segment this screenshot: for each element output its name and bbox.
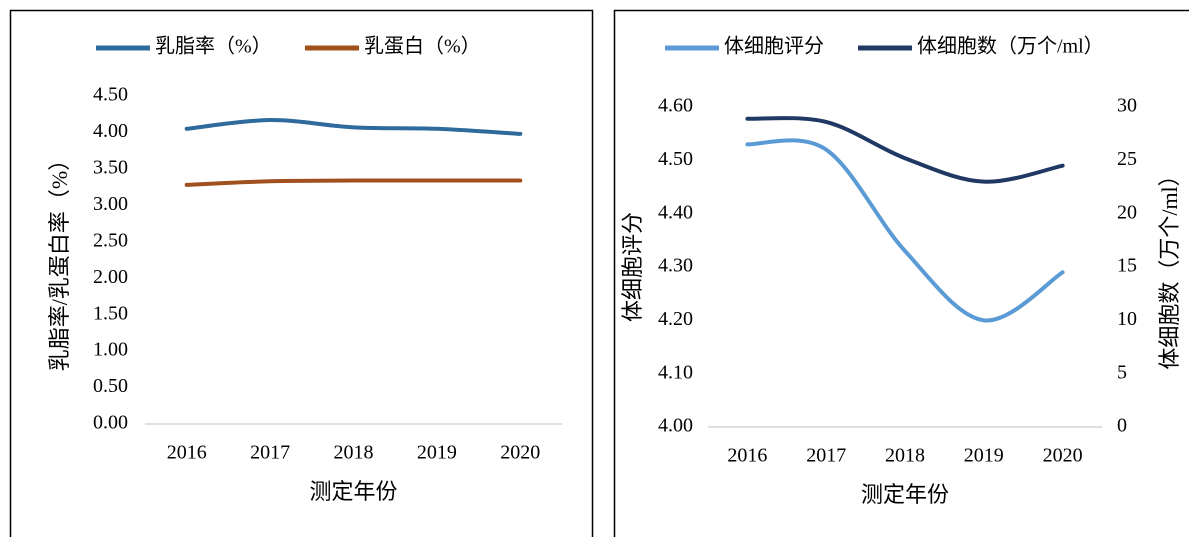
x-tick-label: 2020 xyxy=(1043,445,1083,467)
y-tick-label: 4.50 xyxy=(93,84,128,106)
x-tick-label: 2016 xyxy=(727,445,767,467)
legend-label: 体细胞评分 xyxy=(724,35,824,58)
y-tick-label: 3.50 xyxy=(93,156,128,178)
x-axis-title: 测定年份 xyxy=(309,479,397,504)
y-tick-label: 4.40 xyxy=(658,201,693,223)
x-axis-title: 测定年份 xyxy=(861,482,949,507)
x-tick-label: 2018 xyxy=(334,442,374,464)
y2-tick-label: 15 xyxy=(1117,255,1137,277)
x-tick-label: 2018 xyxy=(885,445,925,467)
y-tick-label: 4.00 xyxy=(93,120,128,142)
x-tick-label: 2017 xyxy=(806,445,846,467)
y-tick-label: 0.50 xyxy=(93,375,128,397)
y-tick-label: 4.50 xyxy=(658,148,693,170)
series-line xyxy=(184,178,523,187)
y-tick-label: 4.20 xyxy=(658,308,693,330)
y2-tick-label: 20 xyxy=(1117,201,1137,223)
x-tick-label: 2020 xyxy=(500,442,540,464)
y-tick-label: 1.50 xyxy=(93,302,128,324)
y-tick-label: 4.60 xyxy=(658,95,693,117)
y2-tick-label: 25 xyxy=(1117,148,1137,170)
legend-label: 乳脂率（%） xyxy=(155,35,272,58)
x-tick-label: 2016 xyxy=(167,442,207,464)
x-tick-label: 2019 xyxy=(964,445,1004,467)
legend-label: 乳蛋白（%） xyxy=(364,35,481,58)
y2-tick-label: 10 xyxy=(1117,308,1137,330)
y2-axis-title: 体细胞数（万个/ml） xyxy=(1157,164,1182,369)
legend-label: 体细胞数（万个/ml） xyxy=(917,35,1104,58)
series-line xyxy=(745,116,1065,184)
y2-tick-label: 0 xyxy=(1117,415,1127,437)
y-tick-label: 4.10 xyxy=(658,361,693,383)
x-tick-label: 2019 xyxy=(417,442,457,464)
y2-tick-label: 30 xyxy=(1117,95,1137,117)
y2-tick-label: 5 xyxy=(1117,361,1127,383)
y-tick-label: 3.00 xyxy=(93,193,128,215)
y-tick-label: 2.50 xyxy=(93,229,128,251)
series-line xyxy=(745,138,1065,323)
y-tick-label: 2.00 xyxy=(93,266,128,288)
y-axis-title: 乳脂率/乳蛋白率（%） xyxy=(47,149,72,371)
x-tick-label: 2017 xyxy=(250,442,290,464)
y-axis-title: 体细胞评分 xyxy=(620,212,645,322)
y-tick-label: 0.00 xyxy=(93,412,128,434)
series-line xyxy=(184,118,523,136)
y-tick-label: 4.30 xyxy=(658,255,693,277)
panel-frame xyxy=(9,9,594,537)
panel-frame xyxy=(613,9,1189,537)
y-tick-label: 4.00 xyxy=(658,415,693,437)
y-tick-label: 1.00 xyxy=(93,339,128,361)
